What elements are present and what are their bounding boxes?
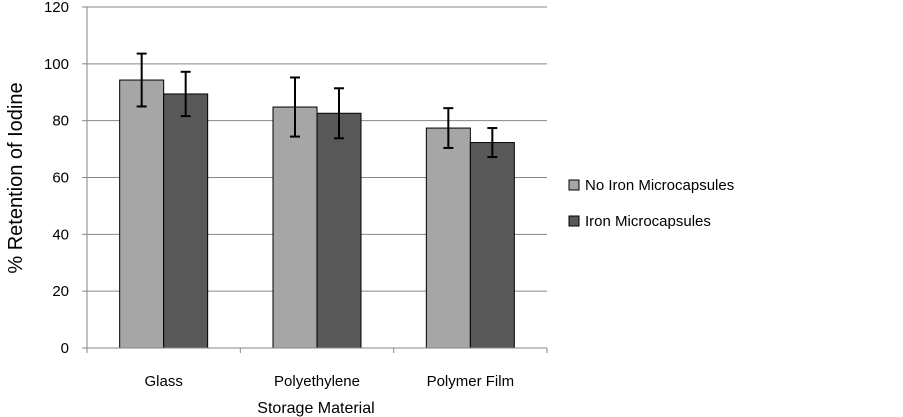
y-tick-label: 0 — [61, 340, 69, 357]
legend-label: Iron Microcapsules — [585, 213, 711, 230]
legend-swatch — [568, 179, 580, 191]
bar — [425, 127, 471, 349]
bar — [272, 106, 318, 349]
y-tick-label: 120 — [44, 0, 69, 16]
bar — [119, 79, 165, 349]
x-axis-title: Storage Material — [257, 400, 374, 417]
error-bars — [136, 52, 498, 159]
legend-label: No Iron Microcapsules — [585, 177, 734, 194]
y-tick-label: 40 — [52, 226, 69, 243]
y-axis-title: % Retention of Iodine — [5, 82, 27, 273]
x-axis-ticks: Glass Polyethylene Polymer Film — [86, 348, 548, 390]
bar — [469, 142, 515, 349]
y-tick-label: 60 — [52, 170, 69, 187]
x-tick-label: Polyethylene — [274, 373, 360, 390]
y-tick-label: 80 — [52, 113, 69, 130]
bar — [316, 112, 362, 349]
legend-swatch — [568, 215, 580, 227]
y-axis-ticks: 0 20 40 60 80 100 120 — [44, 0, 87, 357]
x-tick-label: Glass — [144, 373, 182, 390]
x-tick-label: Polymer Film — [427, 373, 515, 390]
bar — [163, 93, 209, 349]
legend: No Iron Microcapsules Iron Microcapsules — [568, 177, 734, 230]
y-tick-label: 100 — [44, 56, 69, 73]
y-tick-label: 20 — [52, 283, 69, 300]
